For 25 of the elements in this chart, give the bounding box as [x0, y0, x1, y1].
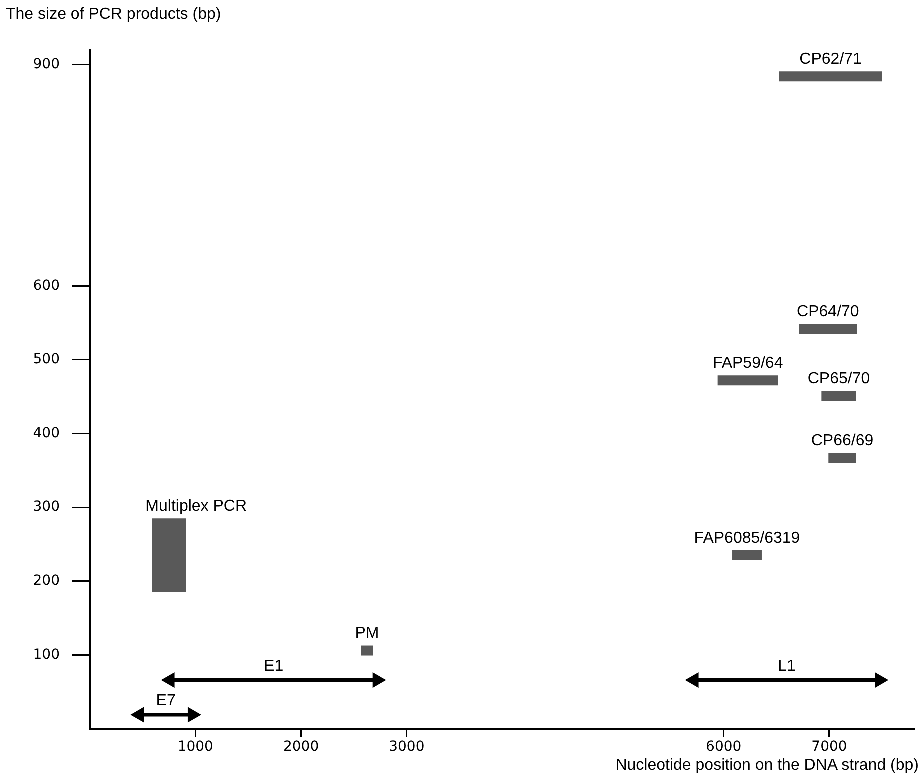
series-label: CP64/70	[797, 303, 860, 320]
series-label: CP62/71	[800, 50, 862, 68]
series-label: CP65/70	[808, 370, 870, 388]
x-tick-label: 7000	[812, 739, 848, 756]
series-label: E7	[156, 692, 176, 710]
y-axis-title: The size of PCR products (bp)	[6, 6, 222, 24]
y-tick-label: 900	[33, 56, 60, 72]
series-label: FAP6085/6319	[694, 530, 800, 547]
x-tick-label: 3000	[389, 739, 425, 756]
y-tick-label: 500	[33, 352, 60, 368]
y-tick-label: 300	[33, 499, 60, 516]
y-tick-label: 400	[33, 425, 60, 442]
series-label: E1	[264, 658, 284, 675]
y-tick-label: 200	[33, 573, 60, 590]
x-tick-label: 6000	[706, 739, 742, 756]
series-label: Multiplex PCR	[146, 498, 248, 516]
x-tick-label: 1000	[178, 739, 214, 756]
series-label: CP66/69	[811, 432, 874, 450]
y-tick-label: 600	[33, 278, 60, 294]
series-label: FAP59/64	[712, 355, 784, 372]
x-axis-title: Nucleotide position on the DNA strand (bp)	[614, 757, 919, 775]
y-tick-label: 100	[33, 646, 60, 663]
series-label: PM	[355, 625, 380, 642]
x-tick-label: 2000	[283, 739, 320, 756]
series-label: L1	[778, 658, 796, 675]
